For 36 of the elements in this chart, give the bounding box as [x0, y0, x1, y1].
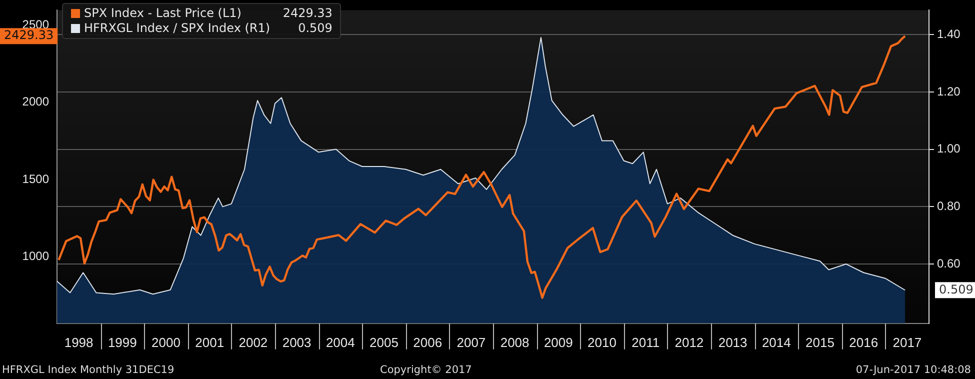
x-tick-label: 2010 [588, 334, 616, 350]
annotation: 2429.33 [282, 6, 332, 21]
x-tick-label: 2003 [282, 334, 312, 350]
x-tick-label: 2011 [632, 334, 660, 350]
text: Copyright© 2017 [380, 364, 472, 376]
legend-label: SPX Index - Last Price (L1) [84, 6, 242, 21]
y2-tick-label: 1.00 [937, 142, 961, 156]
x-tick-label: 2013 [718, 334, 748, 350]
x-tick-label: 2009 [544, 334, 573, 350]
x-tick-label: 2006 [413, 334, 442, 350]
x-tick-label: 2007 [456, 334, 486, 350]
y2-tick-label: 0.80 [937, 198, 961, 213]
x-tick-label: 1998 [64, 334, 94, 350]
y-tick-label: 2000 [22, 94, 50, 109]
text: HFRXGL Index Monthly 31DEC19 [2, 364, 174, 376]
text: 07-Jun-2017 10:48:08 [856, 364, 971, 376]
x-tick-label: 2001 [195, 334, 224, 350]
y2-tick-label: 1.40 [937, 26, 961, 41]
x-tick-label: 2008 [500, 334, 530, 350]
y-tick-label: 1000 [22, 249, 50, 264]
x-tick-label: 2004 [326, 334, 355, 350]
x-tick-label: 2002 [238, 334, 268, 350]
text: 0.509 [939, 282, 974, 296]
x-tick-label: 2000 [152, 334, 180, 350]
y2-tick-label: 0.60 [937, 256, 961, 270]
x-tick-label: 2017 [892, 334, 922, 350]
x-tick-label: 1999 [108, 334, 137, 350]
x-tick-label: 2016 [849, 334, 878, 350]
y2-tick-label: 1.20 [937, 84, 961, 98]
x-tick-label: 2015 [806, 334, 834, 350]
x-tick-label: 2005 [370, 334, 398, 350]
x-tick-label: 2014 [762, 334, 791, 350]
legend-label: HFRXGL Index / SPX Index (R1) [84, 21, 270, 36]
x-tick-label: 2012 [674, 334, 704, 350]
annotation: 0.509 [297, 21, 332, 36]
y-tick-label: 1500 [22, 172, 50, 186]
